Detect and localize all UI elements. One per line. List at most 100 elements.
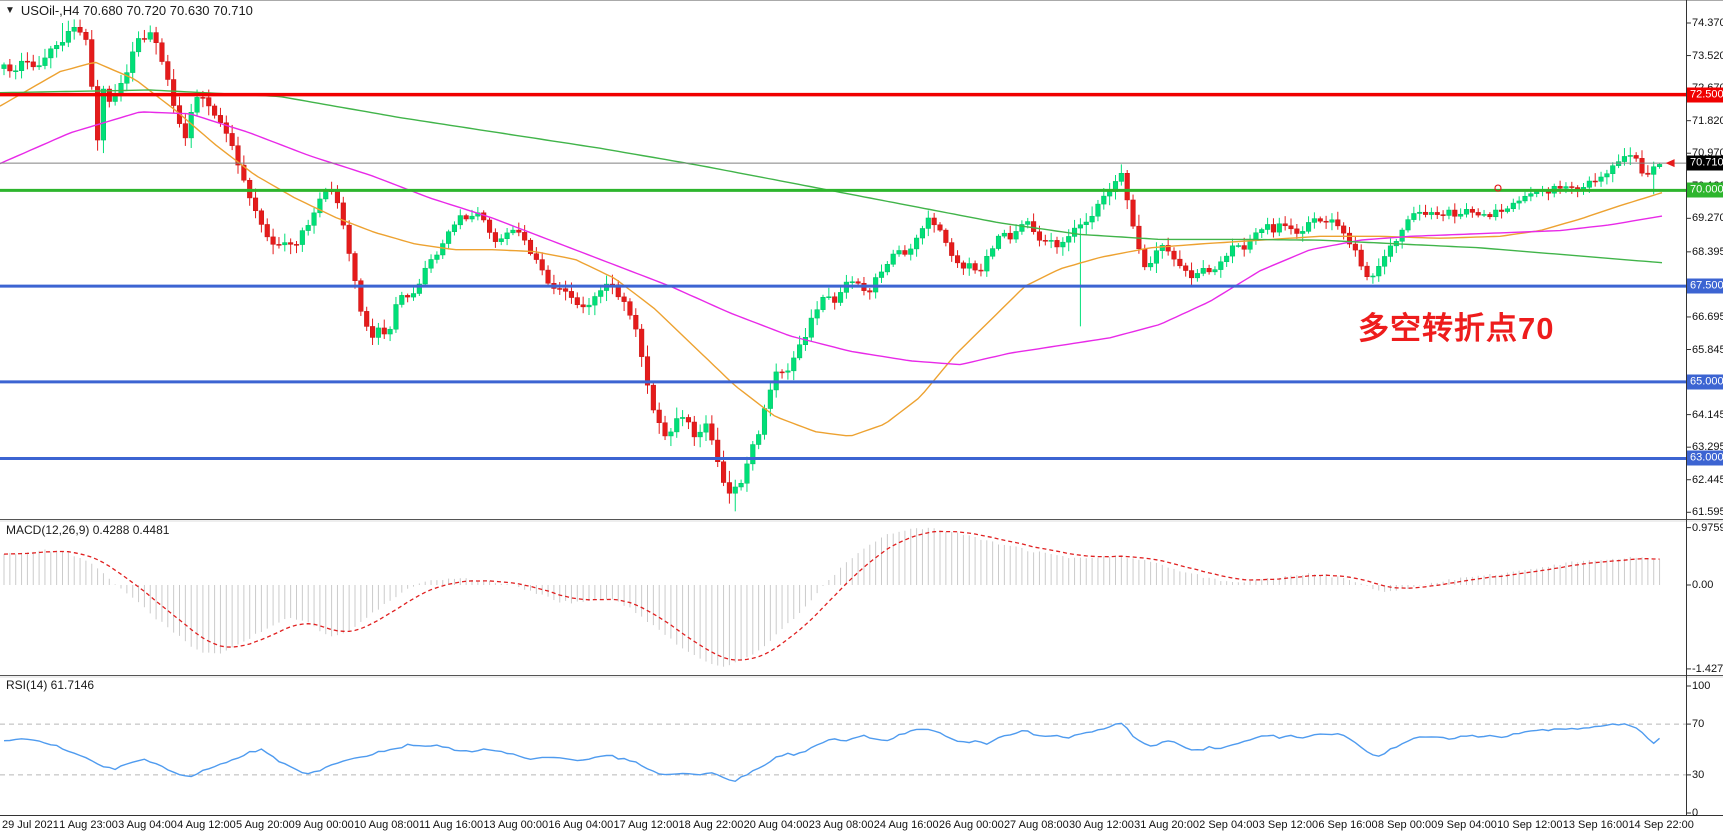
time-label: 5 Aug 20:00 [236, 819, 295, 831]
main-chart-panel[interactable] [0, 0, 1686, 519]
candle-body [1323, 220, 1329, 223]
candle-body [902, 250, 908, 255]
price-tick-label: 63.295 [1692, 441, 1723, 454]
price-tick-label: 71.820 [1692, 114, 1723, 127]
rsi-tick-label: 30 [1692, 768, 1705, 781]
candle-body [24, 60, 30, 63]
price-badge-67.500: 67.500 [1687, 278, 1723, 294]
candle-body [1072, 227, 1078, 237]
candle-body [1294, 228, 1300, 234]
candle-body [1428, 212, 1434, 215]
current-price-arrow [1665, 159, 1675, 168]
candle-body [1054, 240, 1060, 248]
candle-body [1335, 219, 1341, 227]
candle-body [1528, 193, 1534, 197]
candle-body [990, 248, 996, 257]
candle-body [627, 301, 633, 316]
candle-body [1288, 225, 1294, 230]
rsi-indicator-label: RSI(14) 61.7146 [6, 678, 95, 692]
candle-body [1265, 224, 1271, 230]
candle-body [1645, 172, 1651, 175]
candle-body [685, 417, 692, 423]
time-label: 13 Aug 00:00 [483, 819, 549, 831]
candle-body [1118, 173, 1124, 182]
macd-tick-label: 0.9759 [1692, 521, 1723, 534]
candle-body [931, 217, 937, 226]
candle-body [1411, 213, 1417, 220]
candle-body [253, 197, 259, 212]
candle-body [914, 237, 920, 250]
candle-body [1083, 221, 1089, 225]
candle-body [1036, 231, 1043, 241]
candle-body [1376, 266, 1382, 277]
candle-body [1341, 225, 1347, 234]
rsi-panel[interactable] [0, 677, 1686, 815]
symbol-dropdown-icon[interactable]: ▼ [5, 5, 15, 16]
candle-body [1183, 265, 1189, 271]
candle-body [1048, 240, 1054, 242]
candle-body [1627, 155, 1633, 157]
candle-body [393, 304, 399, 330]
rsi-tick-label: 0 [1692, 807, 1699, 819]
candle-body [235, 145, 241, 166]
time-label: 18 Aug 22:00 [678, 819, 744, 831]
candle-body [95, 86, 101, 141]
candle-body [545, 269, 551, 284]
candle-body [1077, 224, 1083, 229]
candle-body [1329, 219, 1335, 223]
candle-body [943, 229, 949, 243]
time-label: 8 Sep 00:00 [1377, 819, 1438, 831]
candle-body [1, 64, 7, 69]
candle-body [346, 224, 352, 254]
time-label: 26 Aug 00:00 [938, 819, 1004, 831]
candle-body [77, 26, 83, 33]
candle-body [890, 253, 896, 265]
candle-body [533, 253, 539, 260]
candle-body [428, 259, 434, 269]
ma-fast-orange [0, 61, 1663, 437]
candle-body [13, 70, 19, 72]
candle-body [1095, 203, 1101, 217]
candle-body [855, 281, 861, 284]
candle-body [563, 288, 569, 292]
candle-body [171, 79, 177, 106]
time-label: 6 Sep 16:00 [1318, 819, 1378, 831]
price-tick-label: 61.595 [1692, 506, 1723, 519]
time-label: 24 Aug 16:00 [873, 819, 939, 831]
candle-body [1218, 261, 1224, 270]
candle-body [1469, 209, 1475, 213]
candle-body [264, 224, 270, 238]
candle-body [1487, 214, 1493, 218]
candle-body [54, 45, 60, 50]
candle-body [48, 48, 54, 59]
candle-body [112, 95, 118, 102]
candle-body [1025, 221, 1031, 225]
candle-body [1229, 245, 1236, 257]
candle-body [1276, 223, 1282, 233]
time-axis[interactable]: 29 Jul 2021 1 Aug 23:00 3 Aug 04:00 4 Aug 1… [2, 819, 1694, 831]
candle-body [7, 64, 13, 72]
candle-body [767, 389, 773, 409]
candle-body [1165, 245, 1171, 252]
time-label: 9 Sep 04:00 [1437, 819, 1497, 831]
chart-title-quote: USOil-,H4 70.680 70.720 70.630 70.710 [20, 3, 253, 18]
candle-body [1387, 245, 1394, 257]
candle-body [1346, 232, 1353, 245]
candle-body [1557, 186, 1563, 189]
candle-body [1189, 270, 1195, 279]
candle-body [241, 164, 247, 181]
candle-body [399, 295, 405, 305]
candle-body [785, 370, 791, 373]
candle-body [83, 32, 89, 40]
candle-body [744, 463, 750, 484]
candle-body [381, 327, 387, 335]
candle-body [100, 88, 107, 141]
candle-body [1358, 249, 1364, 267]
macd-panel[interactable] [0, 521, 1686, 675]
time-label: 29 Jul 2021 [2, 819, 59, 831]
candle-body [703, 423, 709, 433]
price-badge-72.500: 72.500 [1687, 87, 1723, 103]
candle-body [1598, 176, 1604, 182]
candle-body [1177, 258, 1183, 267]
